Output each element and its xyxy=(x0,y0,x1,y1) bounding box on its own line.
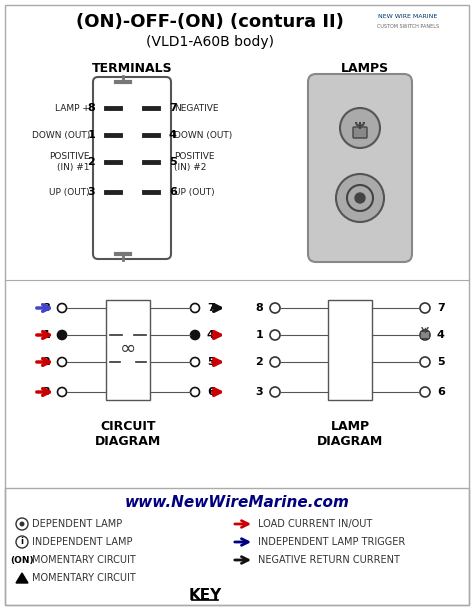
Text: 5: 5 xyxy=(207,357,215,367)
Text: LOAD CURRENT IN/OUT: LOAD CURRENT IN/OUT xyxy=(258,519,372,529)
Text: (VLD1-A60B body): (VLD1-A60B body) xyxy=(146,35,274,49)
Text: 3: 3 xyxy=(255,387,263,397)
Text: 4: 4 xyxy=(207,330,215,340)
Text: UP (OUT): UP (OUT) xyxy=(174,188,215,197)
Text: 5: 5 xyxy=(169,157,177,167)
Circle shape xyxy=(340,108,380,148)
Text: 2: 2 xyxy=(87,157,95,167)
Text: TERMINALS: TERMINALS xyxy=(91,61,173,75)
Circle shape xyxy=(336,174,384,222)
Text: LAMPS: LAMPS xyxy=(341,61,389,75)
Text: LAMP +: LAMP + xyxy=(55,104,90,113)
Circle shape xyxy=(355,193,365,203)
Text: 7: 7 xyxy=(437,303,445,313)
Text: 6: 6 xyxy=(437,387,445,397)
Polygon shape xyxy=(16,573,28,583)
FancyBboxPatch shape xyxy=(420,332,429,338)
Text: 8: 8 xyxy=(87,103,95,113)
Text: 8: 8 xyxy=(42,303,50,313)
Bar xyxy=(107,300,151,400)
Circle shape xyxy=(19,522,25,527)
Text: UP (OUT): UP (OUT) xyxy=(49,188,90,197)
Text: ∞: ∞ xyxy=(120,339,137,358)
FancyBboxPatch shape xyxy=(353,127,367,138)
Circle shape xyxy=(57,330,66,340)
Text: 6: 6 xyxy=(207,387,215,397)
Text: NEW WIRE MARINE: NEW WIRE MARINE xyxy=(378,13,438,18)
Text: 6: 6 xyxy=(169,187,177,197)
Bar xyxy=(328,300,372,400)
Text: KEY: KEY xyxy=(188,588,222,604)
Bar xyxy=(5,488,469,605)
Text: DOWN (OUT): DOWN (OUT) xyxy=(174,131,232,140)
Text: 7: 7 xyxy=(169,103,177,113)
Text: CUSTOM SWITCH PANELS: CUSTOM SWITCH PANELS xyxy=(377,23,439,28)
Text: INDEPENDENT LAMP TRIGGER: INDEPENDENT LAMP TRIGGER xyxy=(258,537,405,547)
Text: MOMENTARY CIRCUIT: MOMENTARY CIRCUIT xyxy=(32,555,136,565)
Text: DOWN (OUT): DOWN (OUT) xyxy=(32,131,90,140)
Text: 7: 7 xyxy=(207,303,215,313)
Text: DEPENDENT LAMP: DEPENDENT LAMP xyxy=(32,519,122,529)
Text: i: i xyxy=(20,538,24,547)
Text: 2: 2 xyxy=(255,357,263,367)
Text: (ON)-OFF-(ON) (contura II): (ON)-OFF-(ON) (contura II) xyxy=(76,13,344,31)
Text: 1: 1 xyxy=(42,330,50,340)
Text: NEGATIVE: NEGATIVE xyxy=(174,104,219,113)
Text: 3: 3 xyxy=(87,187,95,197)
Circle shape xyxy=(191,330,200,340)
Text: 1: 1 xyxy=(255,330,263,340)
Text: CIRCUIT
DIAGRAM: CIRCUIT DIAGRAM xyxy=(95,420,162,448)
FancyBboxPatch shape xyxy=(308,74,412,262)
Text: 8: 8 xyxy=(255,303,263,313)
Text: INDEPENDENT LAMP: INDEPENDENT LAMP xyxy=(32,537,133,547)
Text: 1: 1 xyxy=(87,130,95,140)
Text: 4: 4 xyxy=(437,330,445,340)
Text: (ON): (ON) xyxy=(10,555,34,565)
FancyBboxPatch shape xyxy=(93,77,171,259)
Text: MOMENTARY CIRCUIT: MOMENTARY CIRCUIT xyxy=(32,573,136,583)
Text: 3: 3 xyxy=(42,387,50,397)
Text: NEGATIVE RETURN CURRENT: NEGATIVE RETURN CURRENT xyxy=(258,555,400,565)
Text: 5: 5 xyxy=(437,357,445,367)
Text: www.NewWireMarine.com: www.NewWireMarine.com xyxy=(125,495,349,509)
Text: POSITIVE
(IN) #1: POSITIVE (IN) #1 xyxy=(49,152,90,172)
Text: 4: 4 xyxy=(169,130,177,140)
Text: POSITIVE
(IN) #2: POSITIVE (IN) #2 xyxy=(174,152,215,172)
Text: 2: 2 xyxy=(42,357,50,367)
Text: LAMP
DIAGRAM: LAMP DIAGRAM xyxy=(317,420,383,448)
